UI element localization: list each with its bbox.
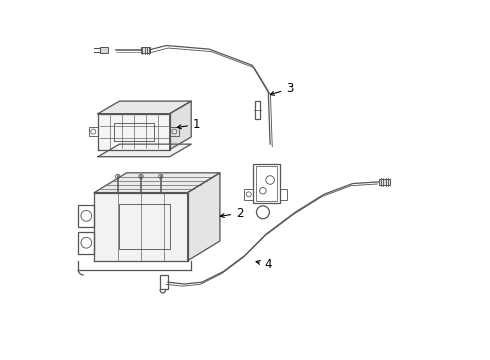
- Polygon shape: [95, 193, 188, 261]
- Bar: [253, 164, 280, 203]
- Bar: [170, 127, 179, 136]
- Bar: [119, 204, 170, 249]
- Text: 1: 1: [177, 118, 200, 131]
- Polygon shape: [188, 173, 220, 261]
- Bar: [78, 205, 95, 226]
- Bar: [141, 47, 150, 53]
- Bar: [255, 101, 260, 119]
- Polygon shape: [98, 101, 191, 114]
- Polygon shape: [98, 144, 191, 157]
- Bar: [244, 189, 253, 200]
- Text: 4: 4: [256, 258, 272, 271]
- Bar: [89, 127, 98, 136]
- Polygon shape: [95, 173, 220, 193]
- Bar: [280, 189, 287, 200]
- Bar: [100, 47, 108, 53]
- Polygon shape: [98, 114, 170, 149]
- Text: 3: 3: [270, 82, 294, 95]
- Polygon shape: [170, 101, 191, 149]
- Bar: [256, 166, 277, 201]
- Text: 2: 2: [220, 207, 244, 220]
- Bar: [78, 232, 95, 253]
- Bar: [160, 275, 168, 289]
- Bar: [114, 123, 153, 140]
- Bar: [379, 179, 390, 185]
